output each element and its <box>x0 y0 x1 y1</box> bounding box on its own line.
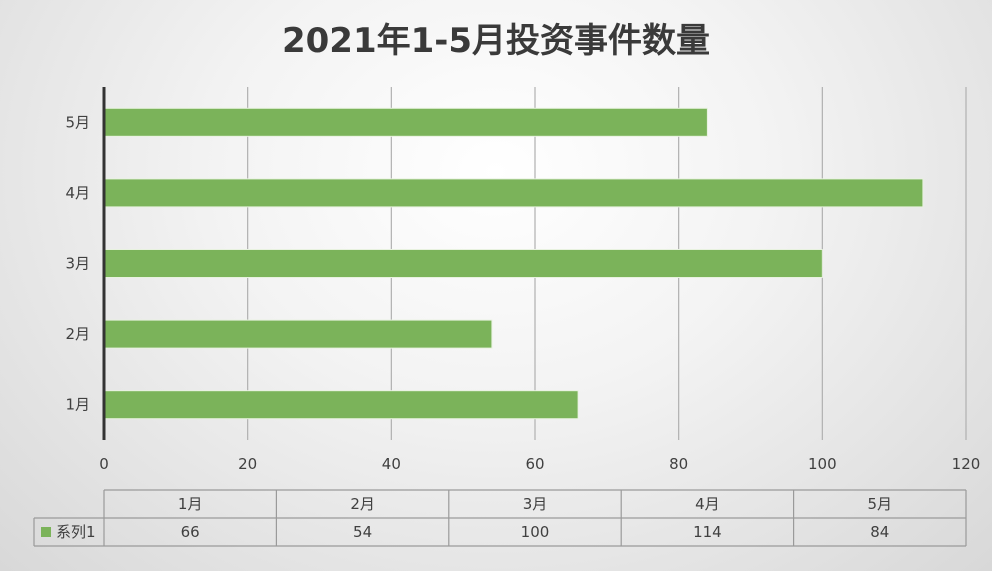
chart-title: 2021年1-5月投资事件数量 <box>282 21 710 61</box>
table-header-cell: 5月 <box>868 495 893 513</box>
table-value-cell: 100 <box>521 523 550 541</box>
legend-swatch <box>41 527 51 537</box>
bar <box>103 319 493 349</box>
bars <box>103 107 924 420</box>
x-tick-label: 80 <box>669 455 688 473</box>
x-tick-label: 40 <box>382 455 401 473</box>
axes: 0 20 40 60 80 100 120 1月 2月 3月 4月 5月 <box>65 87 980 473</box>
category-label: 2月 <box>65 325 90 343</box>
bar <box>103 178 924 208</box>
category-label: 4月 <box>65 184 90 202</box>
table-header-cell: 3月 <box>523 495 548 513</box>
series-label: 系列1 <box>56 523 96 541</box>
bar <box>103 107 708 137</box>
category-label: 5月 <box>65 113 90 131</box>
table-value-cell: 66 <box>181 523 200 541</box>
table-header-cell: 1月 <box>178 495 203 513</box>
table-header-cell: 4月 <box>695 495 720 513</box>
bar <box>103 390 579 420</box>
table-header-cell: 2月 <box>350 495 375 513</box>
x-tick-label: 120 <box>952 455 981 473</box>
table-value-cell: 84 <box>870 523 889 541</box>
x-tick-label: 60 <box>525 455 544 473</box>
x-tick-label: 100 <box>808 455 837 473</box>
table-value-cell: 114 <box>693 523 722 541</box>
category-label: 3月 <box>65 255 90 273</box>
x-tick-label: 0 <box>99 455 109 473</box>
category-label: 1月 <box>65 396 90 414</box>
bar <box>103 249 823 278</box>
x-tick-label: 20 <box>238 455 257 473</box>
table-value-cell: 54 <box>353 523 372 541</box>
